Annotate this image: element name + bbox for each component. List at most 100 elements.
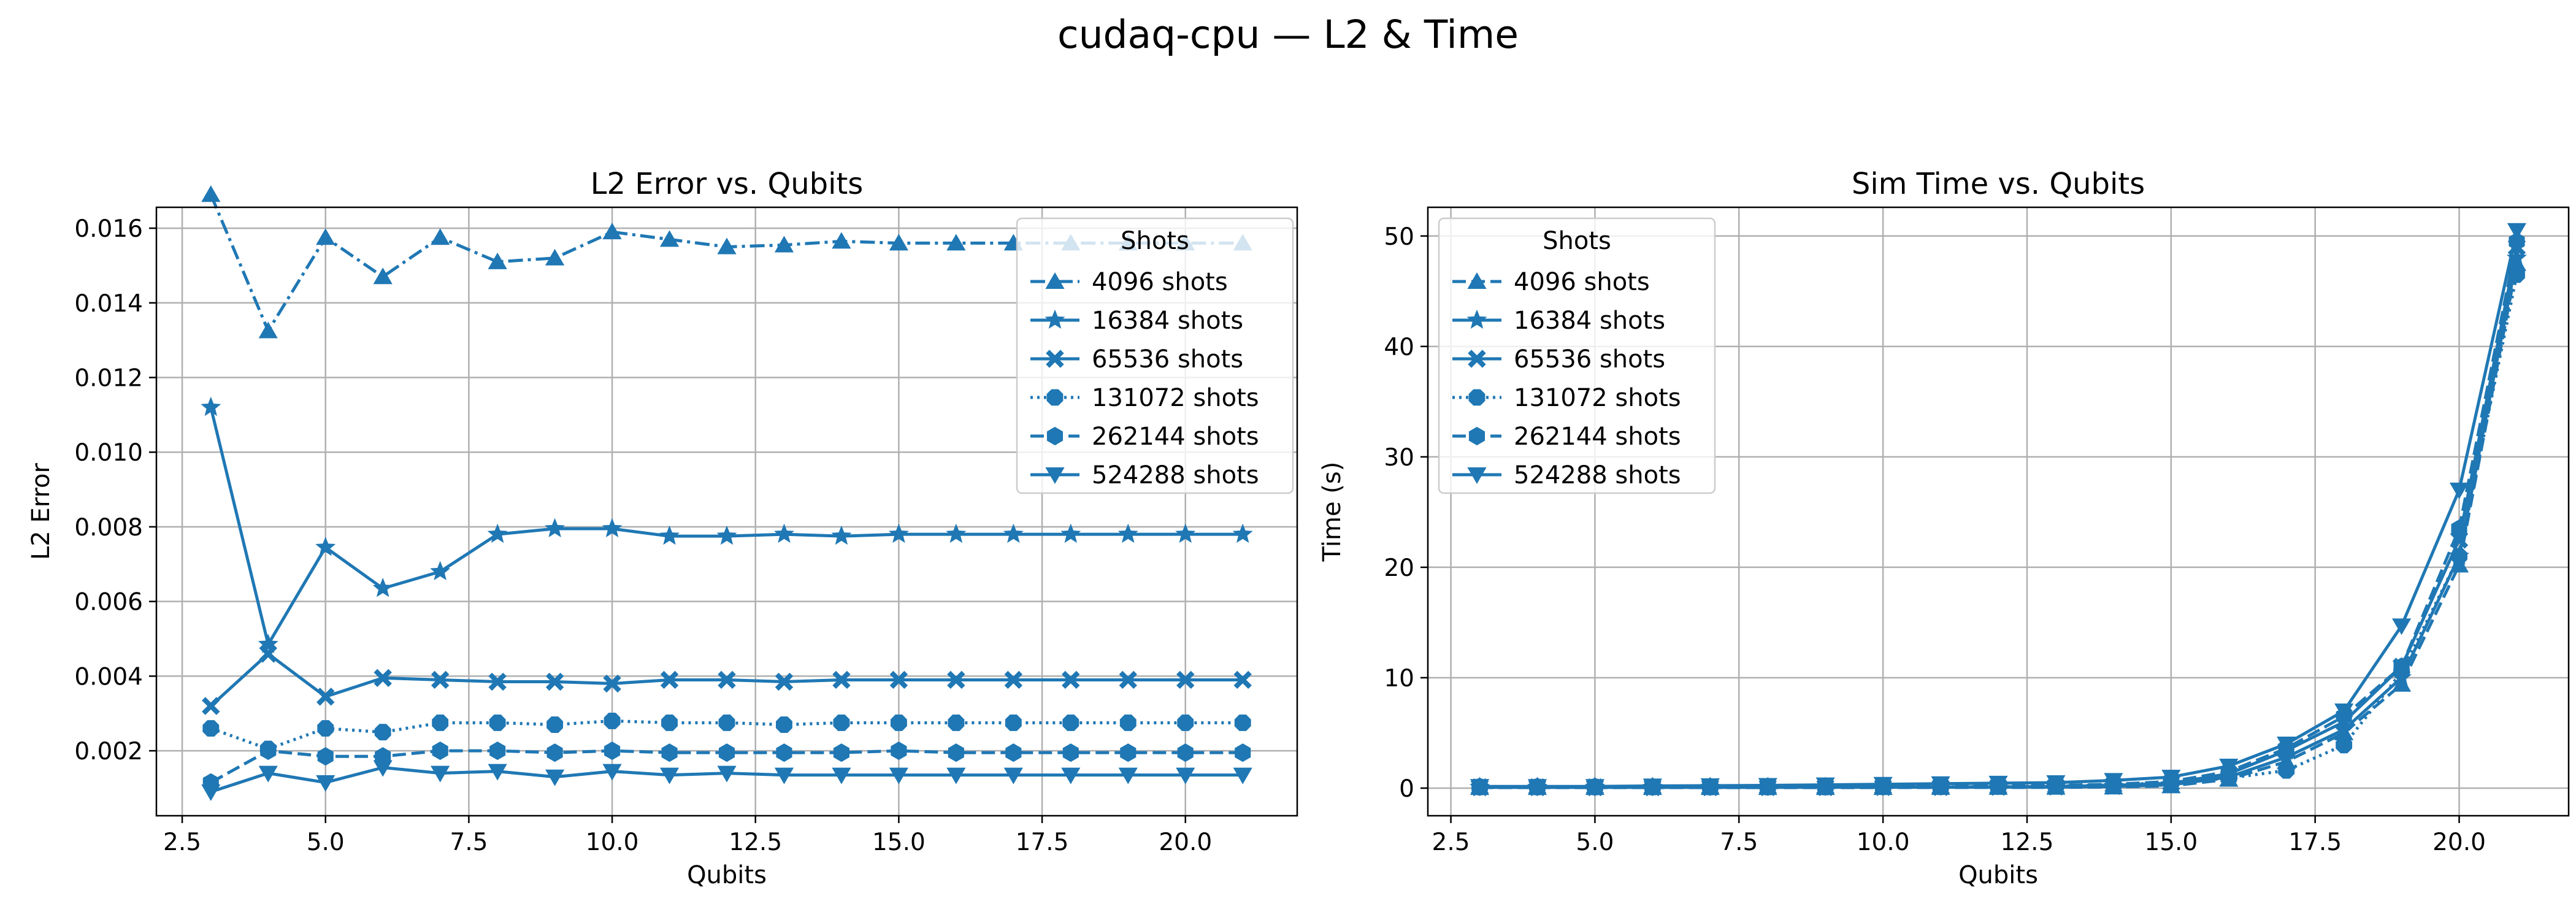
l2-data-point <box>545 248 565 266</box>
l2-legend-frame <box>1016 217 1294 494</box>
l2-chart-title: L2 Error vs. Qubits <box>591 167 864 201</box>
l2-data-point <box>317 720 334 737</box>
l2-legend-marker <box>1045 467 1065 485</box>
l2-y-tick-label: 0.008 <box>74 514 143 542</box>
l2-data-point <box>202 697 220 715</box>
l2-data-point <box>1119 715 1137 731</box>
l2-series-65536-shots <box>202 645 1252 715</box>
l2-data-point <box>1233 670 1252 689</box>
l2-data-point <box>717 765 737 783</box>
l2-data-point <box>602 518 623 538</box>
time-y-tick-label: 0 <box>1399 775 1414 803</box>
l2-data-point <box>432 742 448 761</box>
time-legend-handle <box>1452 467 1501 485</box>
l2-legend-label: 16384 shots <box>1092 307 1243 335</box>
time-data-point <box>2104 773 2123 790</box>
l2-data-point <box>890 715 907 731</box>
l2-data-point <box>487 523 508 543</box>
l2-data-point <box>1062 670 1080 689</box>
time-y-tick-label: 10 <box>1384 665 1414 692</box>
l2-data-point <box>661 715 678 731</box>
l2-data-point <box>258 321 278 339</box>
time-legend-marker <box>1468 426 1485 446</box>
l2-data-point <box>717 237 737 255</box>
time-x-tick-label: 20.0 <box>2432 829 2486 856</box>
l2-data-point <box>774 767 794 784</box>
time-data-point <box>2449 482 2469 499</box>
l2-data-point <box>1060 523 1081 543</box>
l2-data-point <box>488 764 507 781</box>
l2-data-point <box>1232 523 1253 543</box>
l2-data-point <box>773 523 794 543</box>
l2-data-point <box>432 715 449 731</box>
l2-data-point <box>488 252 507 269</box>
time-series-524288-shots <box>1470 223 2527 796</box>
time-data-point <box>1873 776 1893 794</box>
l2-data-point <box>1061 767 1081 784</box>
l2-data-point <box>946 523 967 543</box>
l2-y-axis-label: L2 Error <box>27 462 55 560</box>
l2-data-point <box>832 232 851 249</box>
l2-data-point <box>716 525 737 545</box>
l2-legend-marker <box>1046 426 1064 446</box>
l2-data-point <box>545 769 565 786</box>
l2-data-point <box>831 525 852 545</box>
time-data-point <box>2278 762 2295 779</box>
l2-x-tick-label: 2.5 <box>163 829 201 856</box>
time-data-point <box>2161 769 2181 786</box>
l2-data-point <box>1005 715 1022 731</box>
l2-legend-label: 65536 shots <box>1092 345 1243 374</box>
l2-data-point <box>947 670 965 689</box>
l2-data-point <box>201 784 221 802</box>
l2-y-tick-label: 0.010 <box>74 439 143 467</box>
l2-legend-handle <box>1030 467 1079 485</box>
time-data-point <box>2391 618 2412 635</box>
time-legend-title: Shots <box>1543 227 1611 255</box>
l2-legend-handle <box>1030 426 1079 446</box>
l2-data-point <box>946 234 966 251</box>
time-legend-label: 16384 shots <box>1514 307 1665 335</box>
l2-data-point <box>1062 743 1079 762</box>
l2-x-tick-label: 20.0 <box>1159 829 1212 856</box>
l2-x-tick-label: 7.5 <box>450 829 488 856</box>
time-data-point <box>2507 223 2527 240</box>
l2-y-tick-label: 0.016 <box>74 215 143 243</box>
time-data-point <box>1815 777 1835 794</box>
time-data-point <box>1527 779 1547 796</box>
l2-data-point <box>431 670 450 689</box>
l2-data-point <box>489 715 506 731</box>
l2-data-point <box>1003 523 1024 543</box>
time-data-point <box>1700 778 1720 795</box>
l2-legend-handle <box>1030 272 1079 289</box>
l2-data-point <box>259 645 277 663</box>
l2-data-point <box>774 236 794 253</box>
l2-data-point <box>258 634 278 653</box>
l2-data-point <box>775 672 794 691</box>
l2-data-point <box>602 764 622 781</box>
l2-data-point <box>1234 715 1251 731</box>
l2-data-point <box>430 561 451 581</box>
time-legend-handle <box>1452 350 1501 368</box>
l2-data-point <box>258 765 278 783</box>
time-legend-label: 131072 shots <box>1514 384 1681 412</box>
l2-data-point <box>604 742 621 761</box>
sim-time-axes: 2.5 5.0 7.5 10.0 12.5 15.0 17.5 20.0 0 10 20 30 40 50… <box>1318 167 2570 889</box>
time-legend-marker <box>1467 467 1487 485</box>
l2-data-point <box>833 743 849 762</box>
l2-data-point <box>317 747 334 766</box>
time-data-point <box>1470 779 1490 796</box>
l2-data-point <box>374 724 391 741</box>
l2-legend-marker <box>1045 272 1065 289</box>
time-data-point <box>2506 247 2527 267</box>
l2-x-tick-label: 10.0 <box>586 829 639 856</box>
l2-data-point <box>1119 670 1137 689</box>
time-data-point <box>2393 657 2410 677</box>
l2-data-point <box>718 670 736 689</box>
l2-data-point <box>891 742 907 761</box>
l2-legend-label: 4096 shots <box>1092 268 1228 296</box>
time-x-tick-label: 10.0 <box>1857 829 1910 856</box>
l2-data-point <box>372 578 393 597</box>
time-legend: Shots 4096 shots 16384 shots 65536 shots 131… <box>1438 217 1716 494</box>
l2-data-point <box>888 523 909 543</box>
